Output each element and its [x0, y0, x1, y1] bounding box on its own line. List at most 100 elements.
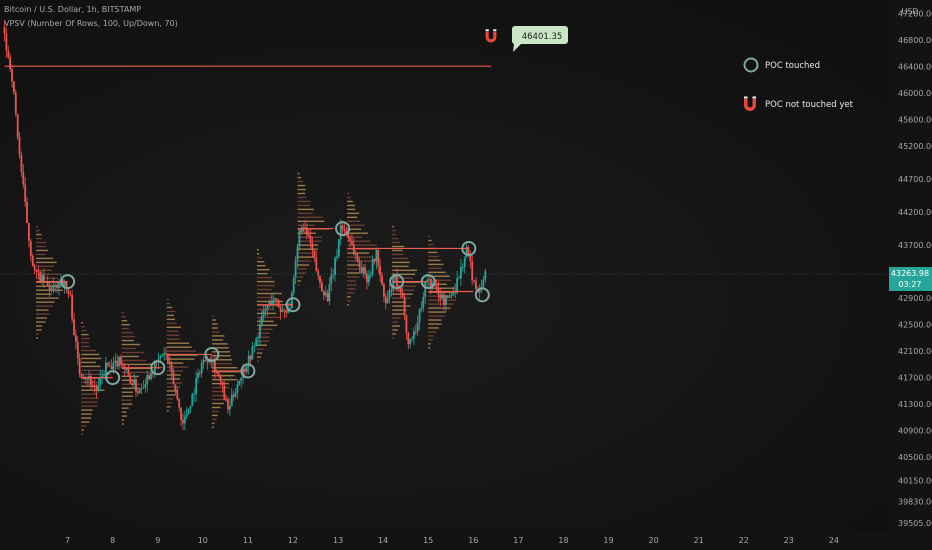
candle-body	[178, 399, 181, 408]
candle-body	[300, 229, 303, 232]
candle-body	[345, 230, 348, 234]
candle-body	[296, 246, 299, 261]
volume-bar	[392, 329, 399, 331]
volume-bar	[81, 373, 111, 376]
volume-bar	[428, 323, 442, 325]
volume-bar	[81, 401, 98, 403]
candle-body	[478, 289, 481, 293]
candle-body	[430, 279, 432, 287]
volume-bar	[211, 335, 225, 337]
candle-body	[443, 294, 445, 305]
volume-bar	[166, 402, 172, 404]
candle-body	[264, 309, 267, 311]
y-tick-label: 43700.00	[898, 241, 932, 250]
volume-bar	[428, 335, 434, 337]
volume-bar	[347, 300, 351, 302]
volume-bar	[121, 359, 147, 362]
candle-body	[73, 319, 75, 336]
volume-bar	[211, 359, 232, 361]
volume-bar	[256, 296, 275, 299]
candle-body	[7, 50, 10, 58]
candle-body	[292, 278, 295, 293]
volume-bar	[166, 354, 198, 356]
x-tick-label: 16	[468, 536, 478, 545]
x-tick-label: 14	[378, 536, 388, 545]
candle-body	[349, 238, 351, 242]
candle-body	[289, 308, 291, 310]
volume-bar	[428, 287, 455, 289]
candle-body	[67, 289, 70, 294]
candle-body	[195, 378, 197, 395]
candle-body	[185, 414, 188, 417]
volume-bar	[121, 316, 126, 318]
candle-body	[326, 292, 329, 302]
volume-bar	[81, 409, 93, 411]
key-level-label: 46401.35	[522, 32, 563, 42]
candle-body	[238, 380, 241, 385]
volume-bar	[121, 347, 136, 350]
candle-body	[118, 356, 120, 367]
candle-body	[116, 360, 119, 367]
candle-body	[5, 33, 8, 51]
volume-bar	[297, 220, 325, 223]
volume-bar	[297, 284, 300, 286]
current-price-tag: 43263.98 03:27	[0, 267, 932, 292]
volume-bar	[211, 374, 235, 377]
y-tick-label: 44700.00	[898, 175, 932, 184]
volume-bar	[36, 305, 53, 307]
volume-bar	[428, 303, 454, 305]
volume-bar	[166, 398, 174, 400]
volume-bar	[297, 280, 302, 282]
poc-touched-circle	[150, 360, 166, 376]
time-axis: 7 8 9 10 11 12 13 14 15 16 17 18 19 20 21 22 23 24	[0, 530, 932, 550]
volume-bar	[166, 386, 181, 388]
candle-body	[97, 385, 100, 391]
candle-body	[298, 229, 301, 247]
volume-bar	[121, 327, 129, 330]
volume-bar	[81, 337, 91, 340]
y-tick-label: 47200.00	[898, 9, 932, 18]
volume-bar	[121, 391, 133, 393]
candle-body	[392, 277, 395, 291]
x-tick-label: 7	[65, 536, 70, 545]
volume-bar	[36, 229, 40, 232]
volume-bar	[121, 363, 152, 366]
volume-bar	[36, 313, 50, 315]
candle-body	[351, 241, 353, 245]
volume-bar	[211, 323, 218, 325]
volume-bar	[121, 367, 153, 370]
volume-bar	[211, 319, 217, 321]
candle-body	[311, 243, 314, 251]
legend-circle-icon	[743, 57, 759, 73]
candle-body	[460, 266, 462, 279]
candle-body	[84, 378, 87, 380]
volume-bar	[36, 309, 49, 311]
volume-bar	[166, 330, 179, 332]
candle-body	[337, 239, 340, 257]
volume-bar	[81, 357, 102, 360]
candle-body	[275, 298, 278, 301]
candle-body	[41, 275, 43, 283]
candle-body	[112, 362, 115, 370]
volume-bar	[166, 334, 180, 336]
candle-body	[330, 275, 333, 284]
candle-body	[108, 365, 111, 367]
volume-bar	[256, 253, 260, 255]
legend-magnet-icon	[744, 96, 756, 111]
candle-body	[18, 136, 21, 155]
candle-body	[458, 278, 460, 279]
indicator-title[interactable]: VPSV (Number Of Rows, 100, Up/Down, 70)	[4, 19, 178, 28]
volume-bar	[36, 297, 59, 299]
candle-body	[50, 288, 53, 291]
candle-body	[317, 270, 320, 276]
candle-body	[101, 375, 104, 378]
x-tick-label: 13	[333, 536, 343, 545]
candle-body	[221, 381, 224, 386]
volume-bar	[121, 312, 124, 314]
volume-bar	[211, 339, 224, 341]
volume-bar	[392, 337, 395, 339]
candle-body	[332, 274, 335, 276]
volume-bar	[36, 241, 47, 244]
candle-body	[33, 265, 36, 270]
